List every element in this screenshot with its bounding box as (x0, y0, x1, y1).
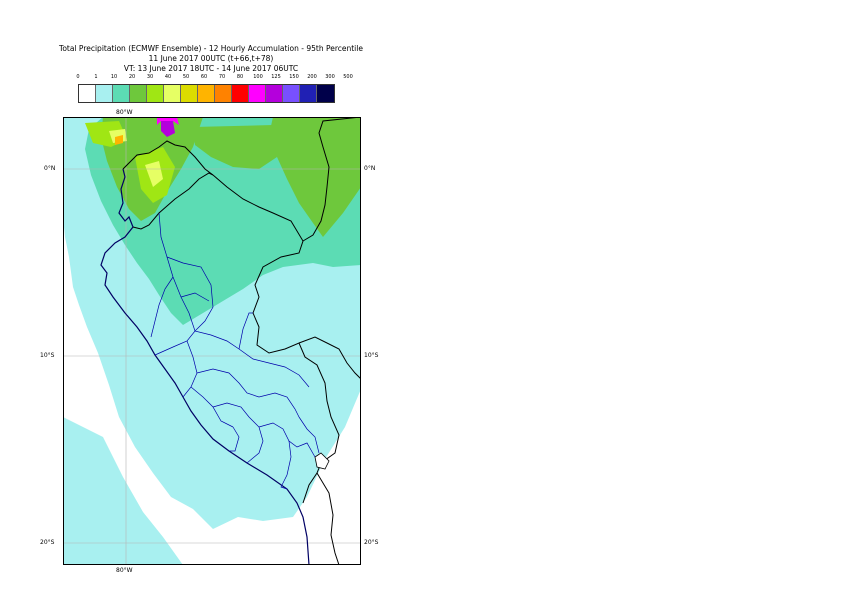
legend-threshold-label: 200 (307, 74, 317, 80)
legend-swatch (215, 85, 232, 102)
lake-titicaca (314, 452, 330, 470)
colombia-border (122, 140, 214, 176)
legend-threshold-label: 40 (164, 74, 172, 80)
coastline (100, 168, 310, 565)
lat-label-20-left: 20°S (40, 539, 55, 546)
valid-time: VT: 13 June 2017 18UTC - 14 June 2017 06… (123, 64, 299, 73)
lat-label-0-left: 0°N (44, 165, 56, 172)
legend-swatch (96, 85, 113, 102)
legend-threshold-label: 125 (271, 74, 281, 80)
orange-cell (115, 135, 123, 145)
legend-threshold-label: 20 (128, 74, 136, 80)
legend-swatch (130, 85, 147, 102)
lat-label-20-right: 20°S (364, 539, 379, 546)
yellow-area (145, 161, 163, 187)
legend-swatch (147, 85, 164, 102)
legend-threshold-label: 1 (94, 74, 98, 80)
ecuador-peru-border (132, 172, 214, 230)
legend-threshold-label: 10 (110, 74, 118, 80)
legend-swatch (283, 85, 300, 102)
legend-threshold-label: 0 (76, 74, 80, 80)
legend-swatch (232, 85, 249, 102)
chart-title: Total Precipitation (ECMWF Ensemble) - 1… (59, 44, 363, 53)
lat-label-0-right: 0°N (364, 165, 376, 172)
run-time: 11 June 2017 00UTC (t+66,t+78) (148, 54, 274, 63)
legend-swatch (300, 85, 317, 102)
legend-swatch (317, 85, 334, 102)
legend-swatch (266, 85, 283, 102)
color-legend (78, 84, 335, 103)
legend-threshold-label: 500 (343, 74, 353, 80)
legend-labels: 0 1 10 20 30 40 50 60 70 80 100 125 150 200 300 500 (0, 74, 842, 84)
legend-threshold-label: 60 (200, 74, 208, 80)
green-east (269, 117, 361, 237)
legend-swatch (79, 85, 96, 102)
legend-swatch (164, 85, 181, 102)
heavy-rain-edge (157, 117, 179, 125)
admin-boundaries (150, 212, 320, 490)
legend-threshold-label: 100 (253, 74, 263, 80)
lat-label-10-left: 10°S (40, 352, 55, 359)
legend-swatch (181, 85, 198, 102)
legend-threshold-label: 300 (325, 74, 335, 80)
light-rain-south (63, 417, 183, 565)
lat-label-10-right: 10°S (364, 352, 379, 359)
legend-swatch (113, 85, 130, 102)
lon-label-top: 80°W (116, 109, 133, 116)
legend-threshold-label: 30 (146, 74, 154, 80)
brazil-bolivia-border (298, 336, 361, 380)
legend-threshold-label: 70 (218, 74, 226, 80)
peru-colombia-border (212, 174, 340, 504)
legend-threshold-label: 50 (182, 74, 190, 80)
bolivia-chile-border (316, 472, 340, 565)
legend-threshold-label: 150 (289, 74, 299, 80)
brazil-border (302, 117, 361, 242)
heavy-rain-core (161, 121, 175, 137)
green-north-strip (193, 125, 277, 169)
legend-swatch (198, 85, 215, 102)
lon-label-bottom: 80°W (116, 567, 133, 574)
legend-swatch (249, 85, 266, 102)
precipitation-map (63, 117, 361, 565)
legend-threshold-label: 80 (236, 74, 244, 80)
